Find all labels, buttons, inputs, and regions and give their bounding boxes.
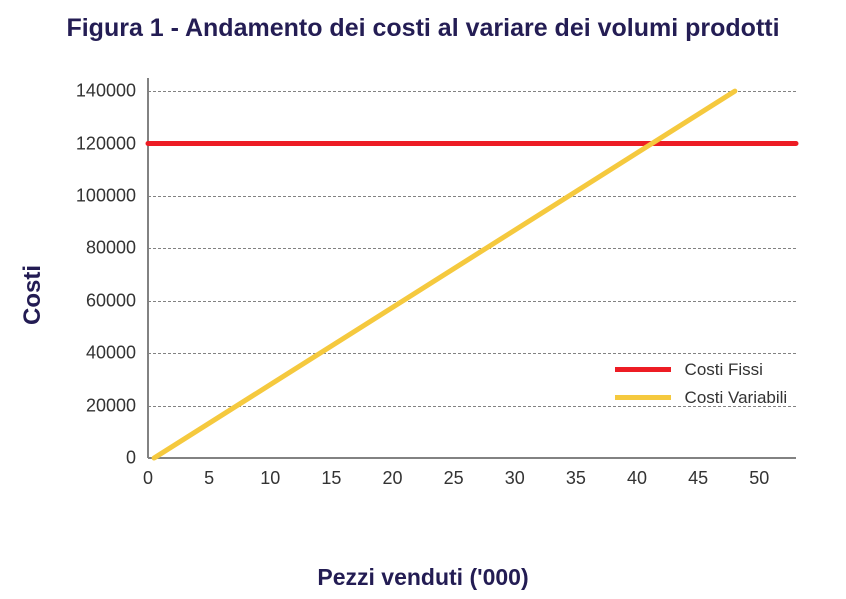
x-tick-label: 30 [505,458,525,489]
gridline [148,301,796,302]
x-tick-label: 15 [321,458,341,489]
legend-swatch [615,367,671,372]
legend-label: Costi Variabili [685,388,788,408]
y-tick-label: 60000 [86,290,148,311]
x-tick-label: 45 [688,458,708,489]
y-axis-label-text: Costi [19,265,47,325]
x-tick-label: 0 [143,458,153,489]
y-axis-label: Costi [18,70,48,519]
y-tick-label: 80000 [86,238,148,259]
x-tick-label: 35 [566,458,586,489]
y-tick-label: 40000 [86,343,148,364]
gridline [148,248,796,249]
x-tick-label: 10 [260,458,280,489]
legend-label: Costi Fissi [685,360,763,380]
legend: Costi Fissi Costi Variabili [615,352,788,416]
chart-container: Costi 0200004000060000800001000001200001… [0,70,846,599]
x-tick-label: 25 [444,458,464,489]
x-tick-label: 40 [627,458,647,489]
x-axis-label: Pezzi venduti ('000) [0,564,846,591]
x-tick-label: 50 [749,458,769,489]
gridline [148,91,796,92]
x-tick-label: 5 [204,458,214,489]
plot-area: 0200004000060000800001000001200001400000… [148,78,796,458]
y-tick-label: 20000 [86,395,148,416]
chart-title: Figura 1 - Andamento dei costi al variar… [0,14,846,43]
gridline [148,144,796,145]
gridline [148,196,796,197]
y-tick-label: 120000 [76,133,148,154]
y-tick-label: 140000 [76,81,148,102]
legend-item: Costi Fissi [615,360,788,380]
legend-swatch [615,395,671,400]
legend-item: Costi Variabili [615,388,788,408]
x-tick-label: 20 [383,458,403,489]
figure: Figura 1 - Andamento dei costi al variar… [0,0,846,599]
y-tick-label: 100000 [76,185,148,206]
